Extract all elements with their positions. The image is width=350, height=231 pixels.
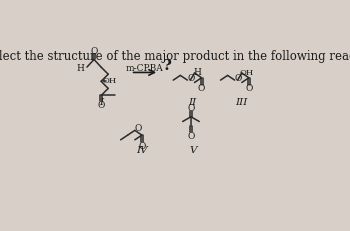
Text: III: III	[236, 98, 248, 107]
Text: OH: OH	[102, 76, 117, 84]
Text: O: O	[187, 131, 195, 140]
Text: H: H	[76, 63, 84, 72]
Text: O: O	[245, 84, 253, 93]
Text: ?: ?	[163, 59, 172, 73]
Text: O: O	[90, 47, 98, 56]
Text: IV: IV	[136, 145, 148, 154]
Text: V: V	[189, 145, 196, 154]
Text: O: O	[198, 84, 205, 93]
Text: II: II	[189, 98, 197, 107]
Text: O: O	[97, 100, 105, 109]
Text: OH: OH	[239, 69, 254, 76]
Text: 8) Select the structure of the major product in the following reaction.: 8) Select the structure of the major pro…	[0, 50, 350, 63]
Text: O: O	[187, 104, 195, 113]
Text: O: O	[138, 141, 146, 150]
Text: m-CPBA: m-CPBA	[126, 64, 164, 73]
Text: O: O	[187, 73, 195, 82]
Text: I: I	[99, 98, 103, 107]
Text: H: H	[194, 68, 201, 77]
Text: O: O	[135, 123, 142, 132]
Text: O: O	[234, 73, 242, 82]
